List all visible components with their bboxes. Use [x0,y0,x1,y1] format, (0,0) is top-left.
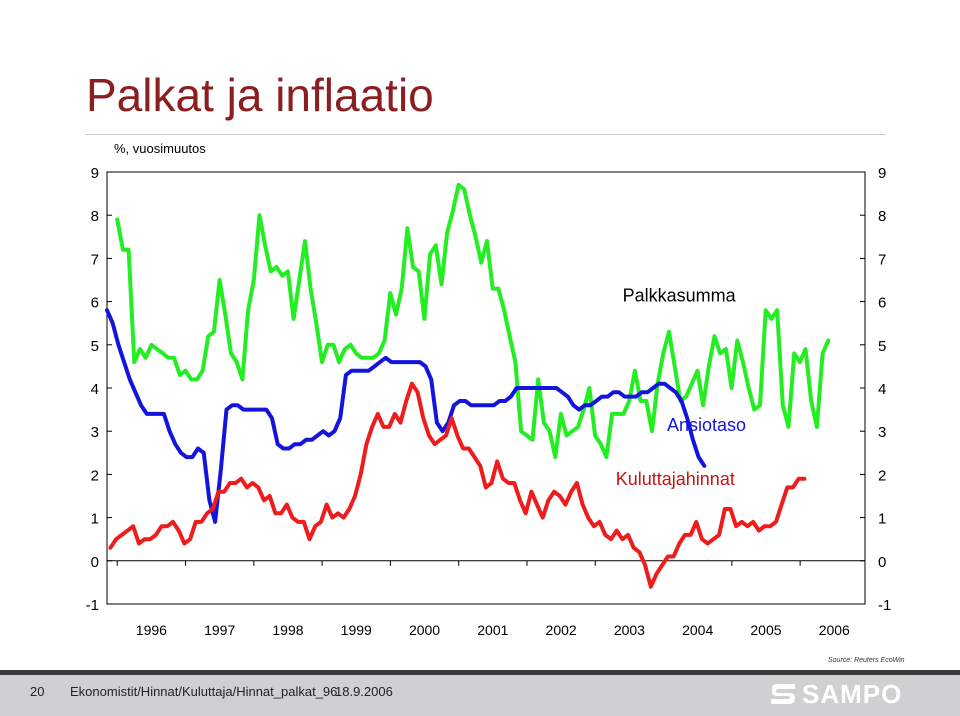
y-tick-label-right: 4 [878,381,886,398]
y-tick-label-left: -1 [86,597,99,614]
y-tick-label-right: 1 [878,511,886,528]
series-lines [105,183,831,589]
x-tick-label: 1996 [136,622,167,638]
x-tick-label: 2001 [477,622,508,638]
file-path: Ekonomistit/Hinnat/Kuluttaja/Hinnat_palk… [70,684,338,699]
annotation-palkkasumma: Palkkasumma [623,286,737,306]
slide-title: Palkat ja inflaatio [86,69,434,121]
y-tick-label-right: 9 [878,165,886,182]
sampo-logo-text: SAMPO [802,678,903,709]
y-tick-label-left: 5 [91,338,99,355]
line-chart: -1 -1 0 0 1 1 2 2 3 3 4 4 5 5 6 6 7 7 8 8 9 9 1996 1997 1998 1999… [86,141,892,638]
y-tick-label-left: 0 [91,554,99,571]
y-tick-label-right: 0 [878,554,886,571]
y-tick-label-left: 2 [91,467,99,484]
y-tick-label-left: 4 [91,381,99,398]
annotation-kuluttajahinnat: Kuluttajahinnat [616,469,735,489]
sampo-logo-icon [771,684,795,704]
title-divider [86,134,886,135]
footer-divider [0,670,960,675]
x-tick-label: 2000 [409,622,440,638]
annotation-ansiotaso: Ansiotaso [667,415,746,435]
footer-date: 18.9.2006 [335,684,393,699]
series-line-palkkasumma [115,183,831,460]
y-tick-label-right: 3 [878,424,886,441]
x-tick-label: 1998 [272,622,303,638]
x-tick-label: 2005 [750,622,781,638]
y-tick-label-left: 9 [91,165,99,182]
y-tick-label-left: 6 [91,295,99,312]
y-tick-label-right: -1 [878,597,891,614]
y-tick-label-right: 8 [878,208,886,225]
x-tick-label: 2002 [546,622,577,638]
source-note: Source: Reuters EcoWin [828,657,905,664]
series-line-ansiotaso [105,308,707,524]
plot-frame [106,171,866,605]
x-tick-label: 1997 [204,622,235,638]
x-tick-label: 2003 [614,622,645,638]
y-tick-label-left: 3 [91,424,99,441]
y-tick-label-right: 6 [878,295,886,312]
axis-ticks: -1 -1 0 0 1 1 2 2 3 3 4 4 5 5 6 6 7 7 8 8 9 9 1996 1997 1998 1999… [86,165,892,638]
x-tick-label: 2004 [682,622,713,638]
y-tick-label-right: 7 [878,251,886,268]
axes [106,171,866,605]
y-tick-label-left: 8 [91,208,99,225]
series-annotations: Palkkasumma Ansiotaso Kuluttajahinnat [616,286,746,490]
unit-label: %, vuosimuutos [114,141,206,156]
y-tick-label-right: 2 [878,467,886,484]
sampo-logo: SAMPO [768,678,902,710]
slide-number: 20 [30,684,45,699]
footer [0,670,960,716]
x-tick-label: 1999 [341,622,372,638]
y-tick-label-right: 5 [878,338,886,355]
x-tick-label: 2006 [819,622,850,638]
series-line-kuluttajahinnat [108,381,807,589]
y-tick-label-left: 7 [91,251,99,268]
y-tick-label-left: 1 [91,511,99,528]
